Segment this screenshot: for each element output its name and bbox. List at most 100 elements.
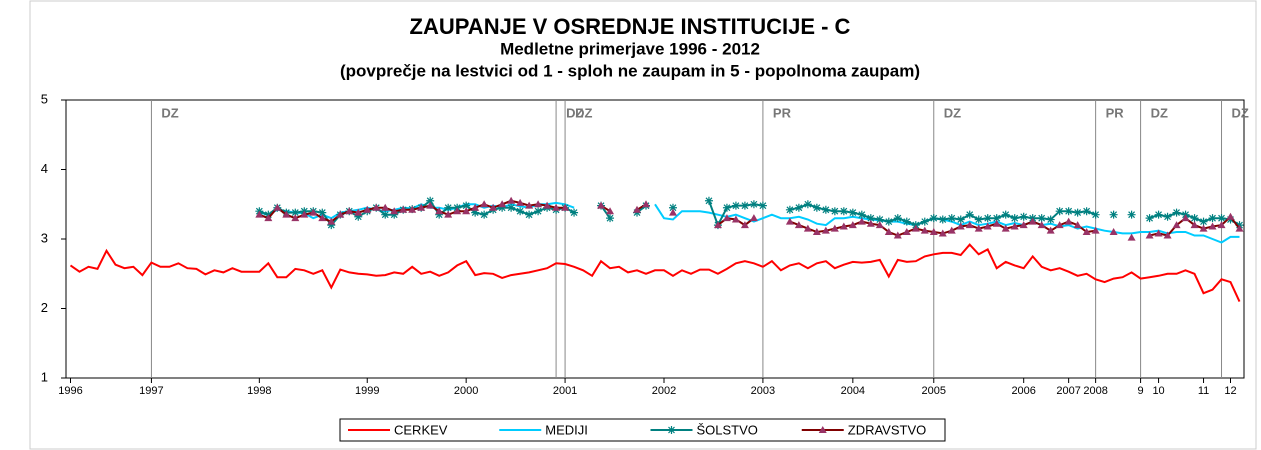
data-point <box>327 217 336 225</box>
data-point <box>1082 207 1091 216</box>
data-point <box>1154 229 1163 237</box>
x-tick-label: 1997 <box>139 385 163 397</box>
x-tick-label: 2004 <box>841 385 865 397</box>
event-label: DZ <box>1232 105 1249 120</box>
y-tick-label: 4 <box>41 161 48 176</box>
data-point <box>974 224 983 232</box>
data-point <box>525 210 534 219</box>
data-point <box>803 200 812 209</box>
data-point <box>740 201 749 210</box>
data-point <box>1208 214 1217 223</box>
data-point <box>929 228 938 236</box>
data-point <box>1199 224 1208 232</box>
data-point <box>282 210 291 218</box>
data-point <box>291 208 300 217</box>
data-point <box>435 210 444 219</box>
data-point <box>264 214 273 222</box>
data-point <box>794 203 803 212</box>
data-point <box>875 221 884 229</box>
data-point <box>920 217 929 226</box>
data-point <box>633 205 642 213</box>
data-point <box>606 207 615 215</box>
data-point <box>1190 214 1199 223</box>
x-tick-label: 2003 <box>751 385 775 397</box>
chart-title: ZAUPANJE V OSREDNJE INSTITUCIJE - C <box>410 14 851 39</box>
legend-marker <box>818 426 827 433</box>
data-point <box>974 215 983 224</box>
x-tick-label: 9 <box>1138 385 1144 397</box>
data-point <box>399 205 408 213</box>
data-point <box>857 210 866 219</box>
data-point <box>938 215 947 224</box>
data-point <box>642 200 651 208</box>
data-point <box>318 214 327 222</box>
data-point <box>911 224 920 232</box>
data-point <box>884 228 893 236</box>
data-point <box>534 207 543 216</box>
data-point <box>489 203 498 211</box>
data-point <box>354 212 363 221</box>
data-point <box>704 196 713 205</box>
data-point <box>848 221 857 229</box>
data-point <box>1199 217 1208 226</box>
data-point <box>480 200 489 208</box>
event-label: PR <box>1106 105 1125 120</box>
data-point <box>390 210 399 219</box>
data-point <box>507 203 516 212</box>
data-point <box>570 208 579 217</box>
data-point <box>1064 207 1073 216</box>
data-point <box>390 207 399 215</box>
x-tick-label: 2007 <box>1056 385 1080 397</box>
data-point <box>866 219 875 227</box>
data-point <box>1019 221 1028 229</box>
y-tick-label: 5 <box>41 91 48 106</box>
data-point <box>821 205 830 214</box>
data-point <box>354 208 363 216</box>
x-tick-label: 10 <box>1152 385 1164 397</box>
data-point <box>453 207 462 215</box>
data-point <box>965 210 974 219</box>
data-point <box>561 203 570 211</box>
data-point <box>507 196 516 204</box>
legend-label: MEDIJI <box>545 422 588 437</box>
data-point <box>821 226 830 234</box>
series-line <box>69 243 1241 303</box>
data-point <box>992 214 1001 223</box>
series-line <box>258 199 1241 237</box>
series-markers <box>255 196 1244 241</box>
data-point <box>884 217 893 226</box>
data-point <box>713 221 722 229</box>
x-tick-label: 1999 <box>355 385 379 397</box>
data-point <box>336 210 345 218</box>
data-point <box>426 201 435 209</box>
data-point <box>417 203 426 211</box>
data-point <box>381 210 390 219</box>
data-point <box>902 228 911 236</box>
data-point <box>1037 221 1046 229</box>
data-point <box>1073 208 1082 217</box>
data-point <box>498 200 507 208</box>
event-label: PR <box>773 105 792 120</box>
data-point <box>758 201 767 210</box>
data-point <box>1064 217 1073 225</box>
data-point <box>1010 214 1019 223</box>
data-point <box>785 205 794 214</box>
data-point <box>722 203 731 212</box>
data-point <box>1172 208 1181 217</box>
data-point <box>408 205 417 213</box>
data-point <box>543 201 552 209</box>
x-tick-label: 2000 <box>454 385 478 397</box>
data-point <box>839 207 848 216</box>
data-point <box>345 207 354 215</box>
data-point <box>749 214 758 222</box>
data-point <box>830 207 839 216</box>
event-label: DZ <box>575 105 592 120</box>
x-tick-label: 2002 <box>652 385 676 397</box>
data-point <box>1082 228 1091 236</box>
data-point <box>498 203 507 212</box>
data-point <box>947 214 956 223</box>
event-label: DZ <box>1151 105 1168 120</box>
data-point <box>1046 215 1055 224</box>
data-point <box>1046 226 1055 234</box>
